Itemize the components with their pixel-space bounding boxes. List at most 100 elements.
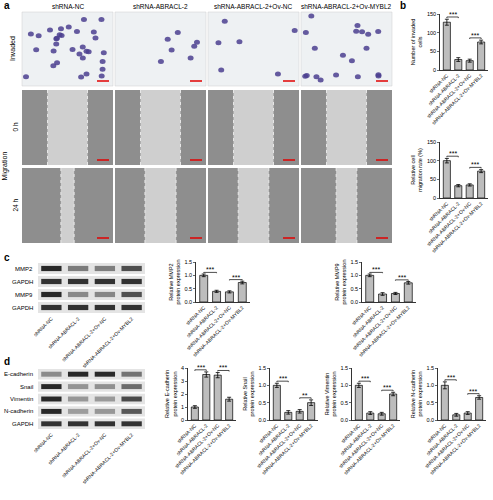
svg-text:0.5: 0.5 — [350, 286, 358, 292]
svg-text:E-cadherin: E-cadherin — [4, 371, 33, 377]
svg-text:0.5: 0.5 — [184, 286, 192, 292]
svg-text:1.5: 1.5 — [258, 365, 266, 371]
svg-text:Snail: Snail — [20, 384, 33, 390]
svg-text:Relative N-cadherinprotein exp: Relative N-cadherinprotein expression — [410, 370, 423, 418]
svg-text:Migration: Migration — [1, 152, 9, 181]
svg-text:***: *** — [469, 388, 477, 395]
svg-text:shRNA-NC: shRNA-NC — [258, 422, 280, 444]
svg-text:shRNA-ABRACL-2+Ov-NC: shRNA-ABRACL-2+Ov-NC — [337, 422, 384, 469]
svg-text:1.0: 1.0 — [350, 272, 358, 278]
svg-text:0.5: 0.5 — [426, 400, 434, 406]
svg-text:***: *** — [398, 274, 406, 281]
svg-text:0.0: 0.0 — [350, 299, 358, 305]
svg-text:0.0: 0.0 — [340, 417, 348, 423]
svg-text:shRNA-ABRACL-2+Ov-NC: shRNA-ABRACL-2+Ov-NC — [61, 431, 108, 478]
svg-text:shRNA-ABRACL-2: shRNA-ABRACL-2 — [47, 432, 81, 466]
svg-text:shRNA-NC: shRNA-NC — [340, 422, 362, 444]
svg-text:***: *** — [471, 161, 479, 168]
svg-text:shRNA-ABRACL-2: shRNA-ABRACL-2 — [339, 422, 373, 456]
svg-text:0.5: 0.5 — [340, 400, 348, 406]
svg-text:0.5: 0.5 — [258, 400, 266, 406]
svg-text:shRNA-ABRACL-2+Ov-NC: shRNA-ABRACL-2+Ov-NC — [425, 200, 472, 247]
svg-text:Number of invadedcells: Number of invadedcells — [410, 19, 423, 65]
svg-text:1.5: 1.5 — [184, 259, 192, 265]
svg-text:***: *** — [471, 32, 479, 39]
svg-text:shRNA-ABRACL-2: shRNA-ABRACL-2 — [425, 422, 459, 456]
svg-text:Relative MMP9protein expressio: Relative MMP9protein expression — [334, 260, 347, 305]
svg-text:***: *** — [372, 266, 380, 273]
svg-text:0 h: 0 h — [12, 122, 19, 131]
svg-text:shRNA-ABRACL-2: shRNA-ABRACL-2 — [175, 422, 209, 456]
svg-text:150: 150 — [427, 11, 436, 17]
svg-text:Relative Vimentinprotein expre: Relative Vimentinprotein expression — [324, 372, 337, 417]
svg-text:0.0: 0.0 — [258, 417, 266, 423]
svg-text:150: 150 — [427, 139, 436, 145]
svg-text:24 h: 24 h — [12, 198, 19, 211]
svg-text:shRNA-ABRACL-2+Ov-MYBL2: shRNA-ABRACL-2+Ov-MYBL2 — [260, 422, 313, 475]
svg-text:shRNA-ABRACL-2+Ov-MYBL2: shRNA-ABRACL-2+Ov-MYBL2 — [81, 316, 134, 369]
svg-text:***: *** — [383, 384, 391, 391]
svg-text:Relative cellmigration rate (%: Relative cellmigration rate (%) — [410, 148, 423, 192]
svg-text:0: 0 — [181, 417, 184, 423]
svg-text:shRNA-ABRACL-2+Ov-MYBL2: shRNA-ABRACL-2+Ov-MYBL2 — [357, 304, 410, 357]
svg-text:***: *** — [232, 274, 240, 281]
svg-text:50: 50 — [430, 176, 436, 182]
svg-text:shRNA-ABRACL-2+Ov-NC: shRNA-ABRACL-2+Ov-NC — [61, 315, 108, 362]
svg-text:shRNA-ABRACL-2+Ov-NC: shRNA-ABRACL-2+Ov-NC — [214, 3, 293, 10]
svg-text:GAPDH: GAPDH — [12, 305, 33, 311]
svg-text:1.0: 1.0 — [184, 272, 192, 278]
svg-text:50: 50 — [430, 48, 436, 54]
svg-text:4: 4 — [181, 365, 184, 371]
svg-text:shRNA-ABRACL-2+Ov-MYBL2: shRNA-ABRACL-2+Ov-MYBL2 — [428, 422, 481, 475]
svg-text:shRNA-NC: shRNA-NC — [176, 422, 198, 444]
svg-text:shRNA-ABRACL-2: shRNA-ABRACL-2 — [257, 422, 291, 456]
svg-text:shRNA-ABRACL-2+Ov-MYBL2: shRNA-ABRACL-2+Ov-MYBL2 — [81, 432, 134, 485]
svg-text:shRNA-ABRACL-2: shRNA-ABRACL-2 — [185, 304, 219, 338]
svg-text:b: b — [400, 0, 406, 11]
svg-text:shRNA-ABRACL-2: shRNA-ABRACL-2 — [427, 72, 461, 106]
svg-text:shRNA-ABRACL-2+Ov-NC: shRNA-ABRACL-2+Ov-NC — [255, 422, 302, 469]
svg-text:shRNA-NC: shRNA-NC — [428, 72, 450, 94]
svg-text:shRNA-ABRACL-2+Ov-MYBL2: shRNA-ABRACL-2+Ov-MYBL2 — [342, 422, 395, 475]
svg-text:N-cadherin: N-cadherin — [4, 408, 33, 414]
svg-text:**: ** — [302, 392, 308, 399]
svg-text:shRNA-ABRACL-2+Ov-NC: shRNA-ABRACL-2+Ov-NC — [423, 422, 470, 469]
svg-text:0: 0 — [433, 195, 436, 201]
svg-text:shRNA-ABRACL-2+Ov-NC: shRNA-ABRACL-2+Ov-NC — [173, 422, 220, 469]
svg-text:Invaded: Invaded — [9, 36, 16, 61]
svg-text:shRNA-ABRACL-2+Ov-NC: shRNA-ABRACL-2+Ov-NC — [351, 304, 398, 351]
svg-text:100: 100 — [427, 158, 436, 164]
svg-text:100: 100 — [427, 30, 436, 36]
svg-text:d: d — [4, 356, 10, 367]
svg-text:***: *** — [449, 11, 457, 18]
svg-text:0.0: 0.0 — [184, 299, 192, 305]
svg-text:shRNA-ABRACL-2: shRNA-ABRACL-2 — [351, 304, 385, 338]
svg-text:Relative E-cadherinprotein exp: Relative E-cadherinprotein expression — [164, 370, 177, 418]
svg-text:1.5: 1.5 — [426, 365, 434, 371]
svg-text:shRNA-ABRACL-2+Ov-MYBL2: shRNA-ABRACL-2+Ov-MYBL2 — [191, 304, 244, 357]
svg-text:MMP2: MMP2 — [15, 266, 33, 272]
svg-text:shRNA-ABRACL-2: shRNA-ABRACL-2 — [47, 316, 81, 350]
svg-text:shRNA-NC: shRNA-NC — [32, 431, 54, 453]
svg-text:1.0: 1.0 — [340, 382, 348, 388]
svg-text:shRNA-NC: shRNA-NC — [350, 304, 372, 326]
svg-text:shRNA-ABRACL-2+Ov-NC: shRNA-ABRACL-2+Ov-NC — [185, 304, 232, 351]
svg-text:MMP9: MMP9 — [15, 292, 33, 298]
svg-text:1.5: 1.5 — [350, 259, 358, 265]
svg-text:1.5: 1.5 — [340, 365, 348, 371]
svg-text:Relative Snailprotein expressi: Relative Snailprotein expression — [242, 372, 255, 417]
svg-text:c: c — [4, 252, 10, 263]
svg-text:2: 2 — [181, 391, 184, 397]
svg-text:shRNA-NC: shRNA-NC — [184, 304, 206, 326]
svg-text:3: 3 — [181, 378, 184, 384]
svg-text:0: 0 — [433, 67, 436, 73]
svg-text:a: a — [4, 0, 10, 11]
svg-text:0.0: 0.0 — [426, 417, 434, 423]
svg-text:Relative MMP2protein expressio: Relative MMP2protein expression — [168, 260, 181, 305]
svg-text:shRNA-ABRACL-2: shRNA-ABRACL-2 — [133, 3, 188, 10]
svg-text:shRNA-NC: shRNA-NC — [52, 3, 84, 10]
svg-text:Vimentin: Vimentin — [10, 396, 33, 402]
svg-text:1: 1 — [181, 404, 184, 410]
svg-text:***: *** — [219, 364, 227, 371]
svg-text:shRNA-ABRACL-2+Ov-MYBL2: shRNA-ABRACL-2+Ov-MYBL2 — [430, 72, 483, 125]
